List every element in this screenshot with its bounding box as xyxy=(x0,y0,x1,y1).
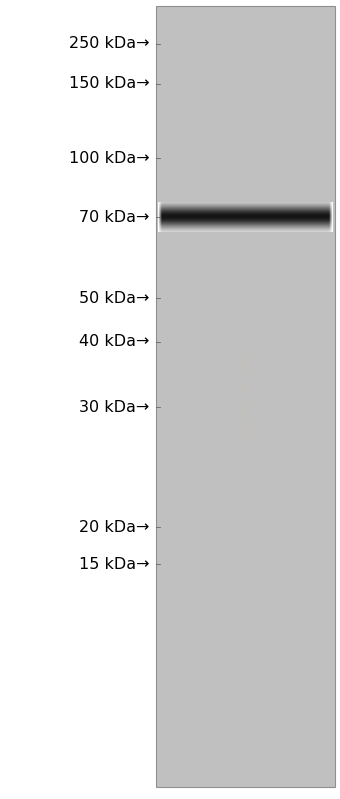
Bar xyxy=(156,6,335,787)
Text: 150 kDa→: 150 kDa→ xyxy=(69,77,150,91)
Text: 30 kDa→: 30 kDa→ xyxy=(79,400,150,415)
Text: 40 kDa→: 40 kDa→ xyxy=(79,335,150,349)
Text: 15 kDa→: 15 kDa→ xyxy=(79,557,150,571)
Text: www.PTGLAB.COM: www.PTGLAB.COM xyxy=(240,352,250,442)
Text: 70 kDa→: 70 kDa→ xyxy=(79,210,150,225)
Text: 250 kDa→: 250 kDa→ xyxy=(69,37,150,51)
Text: 50 kDa→: 50 kDa→ xyxy=(79,291,150,305)
Text: 20 kDa→: 20 kDa→ xyxy=(79,520,150,535)
Text: 100 kDa→: 100 kDa→ xyxy=(69,151,150,165)
